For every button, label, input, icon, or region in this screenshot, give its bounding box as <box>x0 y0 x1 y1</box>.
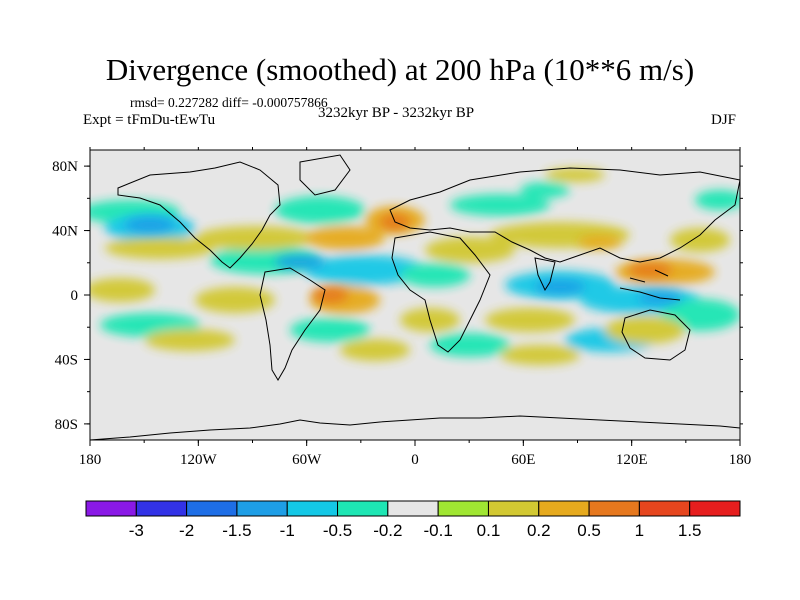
field-blob <box>430 333 510 357</box>
colorbar-swatch <box>135 500 188 517</box>
y-tick-label: 80S <box>55 417 78 433</box>
axis-ticks <box>84 147 743 446</box>
field-blob <box>545 168 605 182</box>
field-blob <box>400 263 470 287</box>
colorbar-swatch <box>487 500 540 517</box>
axis-tick-labels: 80N 40N 0 40S 80S 180 120W 60W 0 60E 120E 180 <box>52 159 751 468</box>
coastline-india <box>534 257 556 292</box>
colorbar-label: -2 <box>179 521 194 540</box>
coastline-antarctica <box>90 415 740 440</box>
field-blob <box>520 182 570 198</box>
field-blob <box>125 217 175 233</box>
x-tick-label: 120E <box>616 452 648 468</box>
field-blob <box>275 196 365 224</box>
colorbar-swatch <box>387 500 439 517</box>
colorbar-label: -0.2 <box>373 521 402 540</box>
colorbar-label: -1 <box>280 521 295 540</box>
coastlines <box>90 154 740 440</box>
colorbar-label: -0.5 <box>323 521 352 540</box>
field-blob <box>578 235 622 249</box>
colorbar-swatch <box>286 500 339 517</box>
colorbar-swatch <box>337 500 389 517</box>
colorbar-label: -3 <box>129 521 144 540</box>
field-blob <box>195 287 275 313</box>
field-blob <box>105 237 215 259</box>
colorbar-label: 1 <box>635 521 644 540</box>
experiment-label: Expt = tFmDu-tEwTu <box>83 112 216 128</box>
field-blob <box>305 226 385 250</box>
colorbar-label: 0.5 <box>577 521 601 540</box>
colorbar-label: 0.1 <box>477 521 501 540</box>
colorbar-label: 1.5 <box>678 521 702 540</box>
coastline-se-asia <box>619 269 681 301</box>
colorbar-swatch <box>638 500 691 517</box>
x-tick-label: 180 <box>729 452 752 468</box>
field-blob <box>670 228 730 252</box>
coastline-south-america <box>259 267 326 381</box>
x-tick-label: 120W <box>180 452 218 468</box>
field-blob <box>628 263 672 277</box>
stats-text: rmsd= 0.227282 diff= -0.000757866 <box>130 95 328 110</box>
field-blob <box>305 255 425 285</box>
field-blob <box>290 318 370 342</box>
y-tick-label: 40N <box>52 224 78 240</box>
field-blob <box>695 190 740 210</box>
coastline-australia <box>621 309 691 361</box>
colorbar-swatch <box>186 500 238 517</box>
coastline-eurasia <box>389 167 740 263</box>
period-label: 3232kyr BP - 3232kyr BP <box>318 105 475 121</box>
field-blob <box>340 339 410 361</box>
y-tick-label: 0 <box>71 288 79 304</box>
colorbar-swatch <box>437 500 489 517</box>
coastline-greenland <box>299 154 351 196</box>
coastline-north-america <box>117 161 281 269</box>
x-tick-label: 60E <box>511 452 535 468</box>
field-blob <box>660 299 740 331</box>
colorbar-label: 0.2 <box>527 521 551 540</box>
field-blob <box>500 345 580 365</box>
y-tick-label: 40S <box>55 352 78 368</box>
season-label: DJF <box>711 112 737 128</box>
field-blob <box>145 329 235 351</box>
x-tick-label: 60W <box>292 452 322 468</box>
field-blob <box>275 255 325 269</box>
coastline-africa <box>391 231 491 353</box>
x-tick-label: 0 <box>411 452 419 468</box>
colorbar-label: -1.5 <box>222 521 251 540</box>
colorbar: -3 -2 -1.5 -1 -0.5 -0.2 -0.1 0.1 0.2 0.5 1 1.5 <box>85 500 741 540</box>
field-blob <box>485 308 575 332</box>
field-blob <box>312 287 348 303</box>
colorbar-swatch <box>538 500 590 517</box>
field-blob <box>195 226 315 250</box>
chart-title: Divergence (smoothed) at 200 hPa (10**6 … <box>105 52 695 87</box>
field-blob <box>90 278 155 302</box>
colorbar-label: -0.1 <box>424 521 453 540</box>
field-blob <box>535 280 585 294</box>
colorbar-swatch <box>588 500 640 517</box>
field-blob <box>450 194 550 216</box>
colorbar-swatch <box>689 500 741 517</box>
colorbar-swatch <box>85 500 137 517</box>
field-blob <box>605 316 685 344</box>
x-tick-label: 180 <box>79 452 102 468</box>
y-tick-label: 80N <box>52 159 78 175</box>
colorbar-swatch <box>236 500 288 517</box>
